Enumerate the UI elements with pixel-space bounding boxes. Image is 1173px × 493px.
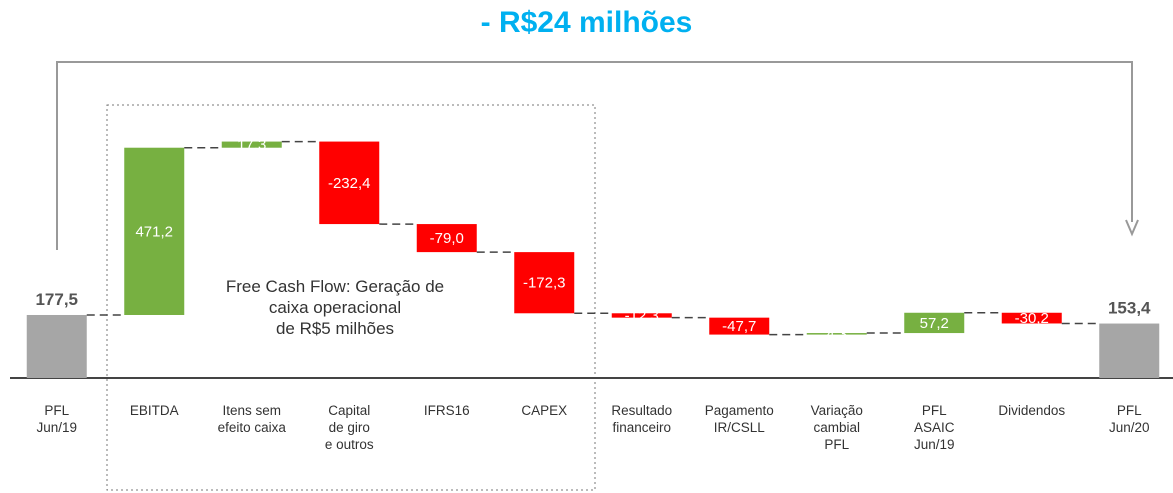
- bracket: [56, 61, 1133, 250]
- value-label: 153,4: [1108, 299, 1151, 318]
- bar: [124, 147, 185, 315]
- bar: [709, 317, 770, 335]
- bar: [514, 252, 575, 314]
- value-label: 177,5: [35, 290, 78, 309]
- x-tick-label: CAPEX: [521, 403, 568, 418]
- bar: [416, 224, 477, 253]
- x-tick-label: Capital de giro e outros: [324, 403, 374, 452]
- bar: [806, 333, 867, 335]
- bar: [1099, 323, 1160, 378]
- bar: [611, 313, 672, 318]
- value-label: 4,3: [826, 326, 847, 343]
- bar: [1001, 312, 1062, 324]
- chart-title: - R$24 milhões: [480, 6, 693, 39]
- fcf-box: [106, 104, 596, 491]
- x-tick-label: EBITDA: [129, 403, 179, 418]
- annotation: Free Cash Flow: Geração de caixa operaci…: [225, 277, 445, 338]
- x-tick-label: Pagamento IR/CSLL: [704, 403, 774, 435]
- bar: [904, 312, 965, 334]
- value-label: -172,3: [523, 275, 566, 292]
- value-label: 471,2: [135, 223, 173, 240]
- x-tick-label: Resultado financeiro: [611, 403, 673, 435]
- x-tick-label: Dividendos: [998, 403, 1066, 418]
- value-label: 17,3: [237, 137, 266, 154]
- value-label: -47,7: [722, 318, 756, 335]
- value-label: -232,4: [328, 175, 371, 192]
- x-tick-label: PFL ASAIC Jun/19: [913, 403, 955, 452]
- value-label: -12,3: [625, 307, 659, 324]
- bar: [319, 141, 380, 225]
- x-tick-label: Itens sem efeito caixa: [217, 403, 286, 435]
- x-tick-label: PFL Jun/20: [1108, 403, 1150, 435]
- bracket-arrow: [1125, 219, 1139, 237]
- value-label: 57,2: [920, 315, 949, 332]
- bar: [26, 314, 87, 378]
- x-tick-label: Variação cambial PFL: [810, 403, 863, 452]
- x-tick-label: IFRS16: [423, 403, 470, 418]
- value-label: -79,0: [430, 230, 464, 247]
- value-label: -30,2: [1015, 310, 1049, 327]
- bar: [221, 141, 282, 148]
- x-tick-label: PFL Jun/19: [36, 403, 78, 435]
